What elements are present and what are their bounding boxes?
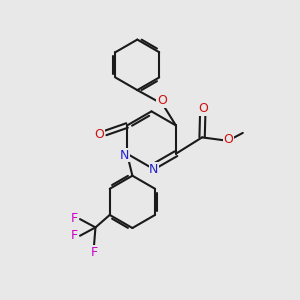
Text: O: O: [223, 133, 233, 146]
Text: O: O: [198, 102, 208, 115]
Text: N: N: [120, 149, 129, 162]
Text: N: N: [149, 163, 159, 176]
Text: F: F: [90, 246, 98, 259]
Text: O: O: [94, 128, 104, 141]
Text: O: O: [157, 94, 167, 107]
Text: F: F: [71, 212, 78, 225]
Text: F: F: [71, 229, 78, 242]
